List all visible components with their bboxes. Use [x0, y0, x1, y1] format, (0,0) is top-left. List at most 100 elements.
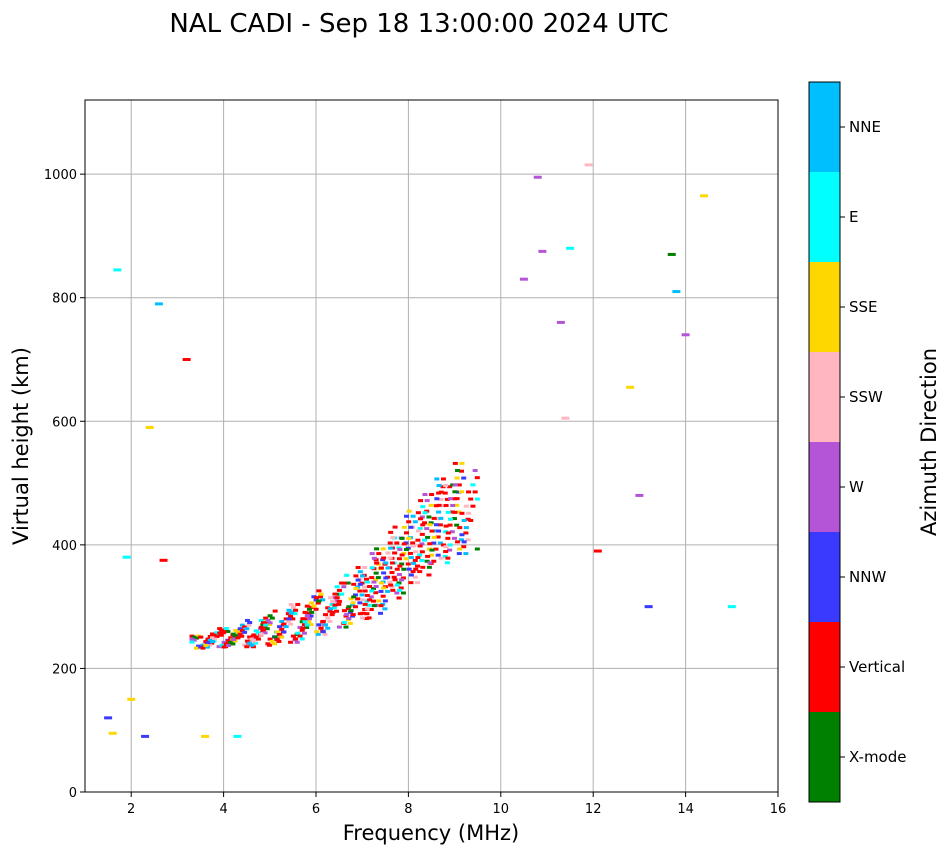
trace-echo [419, 542, 425, 546]
trace-echo [313, 607, 319, 611]
y-axis-ticks: 0 200 400 600 800 1000 [44, 168, 85, 801]
trace-echo [269, 616, 275, 620]
trace-echo [431, 559, 437, 563]
trace-echo [193, 636, 199, 640]
trace-echo [308, 623, 314, 627]
trace-echo [308, 614, 314, 618]
trace-echo [364, 599, 370, 603]
trace-echo [316, 623, 322, 627]
trace-echo [449, 510, 455, 514]
x-axis-label: Frequency (MHz) [343, 821, 519, 845]
trace-echo [328, 596, 334, 600]
trace-echo [417, 544, 423, 548]
trace-echo [262, 618, 268, 622]
trace-echo [369, 566, 375, 570]
trace-echo [315, 632, 321, 636]
trace-echo [415, 511, 421, 515]
trace-echo [410, 514, 416, 518]
trace-echo [433, 523, 439, 527]
trace-echo [378, 581, 384, 585]
trace-echo [314, 596, 320, 600]
trace-echo [419, 559, 425, 563]
trace-echo [445, 556, 451, 560]
trace-echo [382, 599, 388, 603]
trace-echo [444, 497, 450, 501]
trace-echo [434, 477, 440, 481]
trace-echo [297, 625, 303, 629]
trace-echo [435, 517, 441, 521]
trace-echo [373, 591, 379, 595]
trace-echo [306, 620, 312, 624]
trace-echo [329, 602, 335, 606]
scatter-echo [145, 425, 154, 429]
trace-echo [295, 603, 301, 607]
trace-echo [440, 477, 446, 481]
trace-echo [431, 516, 437, 520]
y-tick-label: 200 [52, 662, 77, 677]
trace-echo [403, 557, 409, 561]
trace-echo [325, 626, 331, 630]
trace-echo [242, 643, 248, 647]
trace-echo [385, 589, 391, 593]
trace-echo [191, 638, 197, 642]
trace-echo [320, 598, 326, 602]
trace-echo [330, 610, 336, 614]
trace-echo [299, 620, 305, 624]
trace-echo [390, 588, 396, 592]
trace-echo [288, 614, 294, 618]
trace-echo [304, 625, 310, 629]
trace-echo [396, 588, 402, 592]
trace-echo [300, 626, 306, 630]
scatter-echo [108, 731, 117, 735]
scatter-echo [584, 163, 593, 167]
trace-echo [360, 611, 366, 615]
trace-echo [350, 601, 356, 605]
trace-echo [411, 544, 417, 548]
trace-echo [233, 629, 239, 633]
trace-echo [288, 603, 294, 607]
trace-echo [406, 567, 412, 571]
trace-echo [373, 578, 379, 582]
trace-echo [445, 536, 451, 540]
trace-echo [281, 630, 287, 634]
trace-echo [295, 631, 301, 635]
trace-echo [456, 490, 462, 494]
trace-echo [230, 642, 236, 646]
trace-echo [422, 493, 428, 497]
x-tick-label: 10 [493, 802, 510, 817]
trace-echo [396, 557, 402, 561]
trace-echo [404, 547, 409, 551]
grid-lines [85, 100, 778, 792]
trace-echo [203, 643, 209, 647]
trace-echo [389, 561, 395, 565]
trace-echo [351, 595, 357, 599]
scatter-echo [127, 697, 136, 701]
trace-echo [344, 573, 350, 577]
trace-echo [362, 602, 368, 606]
trace-echo [334, 585, 340, 589]
trace-echo [468, 497, 474, 501]
trace-echo [452, 510, 458, 514]
trace-echo [415, 581, 420, 585]
trace-echo [434, 497, 440, 501]
trace-echo [193, 646, 199, 650]
y-tick-label: 800 [52, 292, 77, 307]
trace-echo [431, 541, 437, 545]
trace-echo [408, 573, 414, 577]
trace-echo [272, 642, 277, 646]
trace-echo [450, 504, 456, 508]
trace-echo [367, 585, 373, 589]
trace-echo [385, 566, 391, 570]
trace-echo [313, 598, 319, 602]
trace-echo [334, 599, 340, 603]
trace-echo [404, 514, 409, 518]
trace-echo [360, 598, 366, 602]
trace-echo [425, 554, 431, 558]
trace-echo [443, 550, 449, 554]
trace-echo [221, 645, 227, 649]
trace-echo [415, 529, 421, 533]
trace-echo [279, 635, 285, 639]
trace-echo [272, 609, 278, 613]
trace-echo [348, 597, 354, 601]
trace-echo [226, 643, 232, 647]
